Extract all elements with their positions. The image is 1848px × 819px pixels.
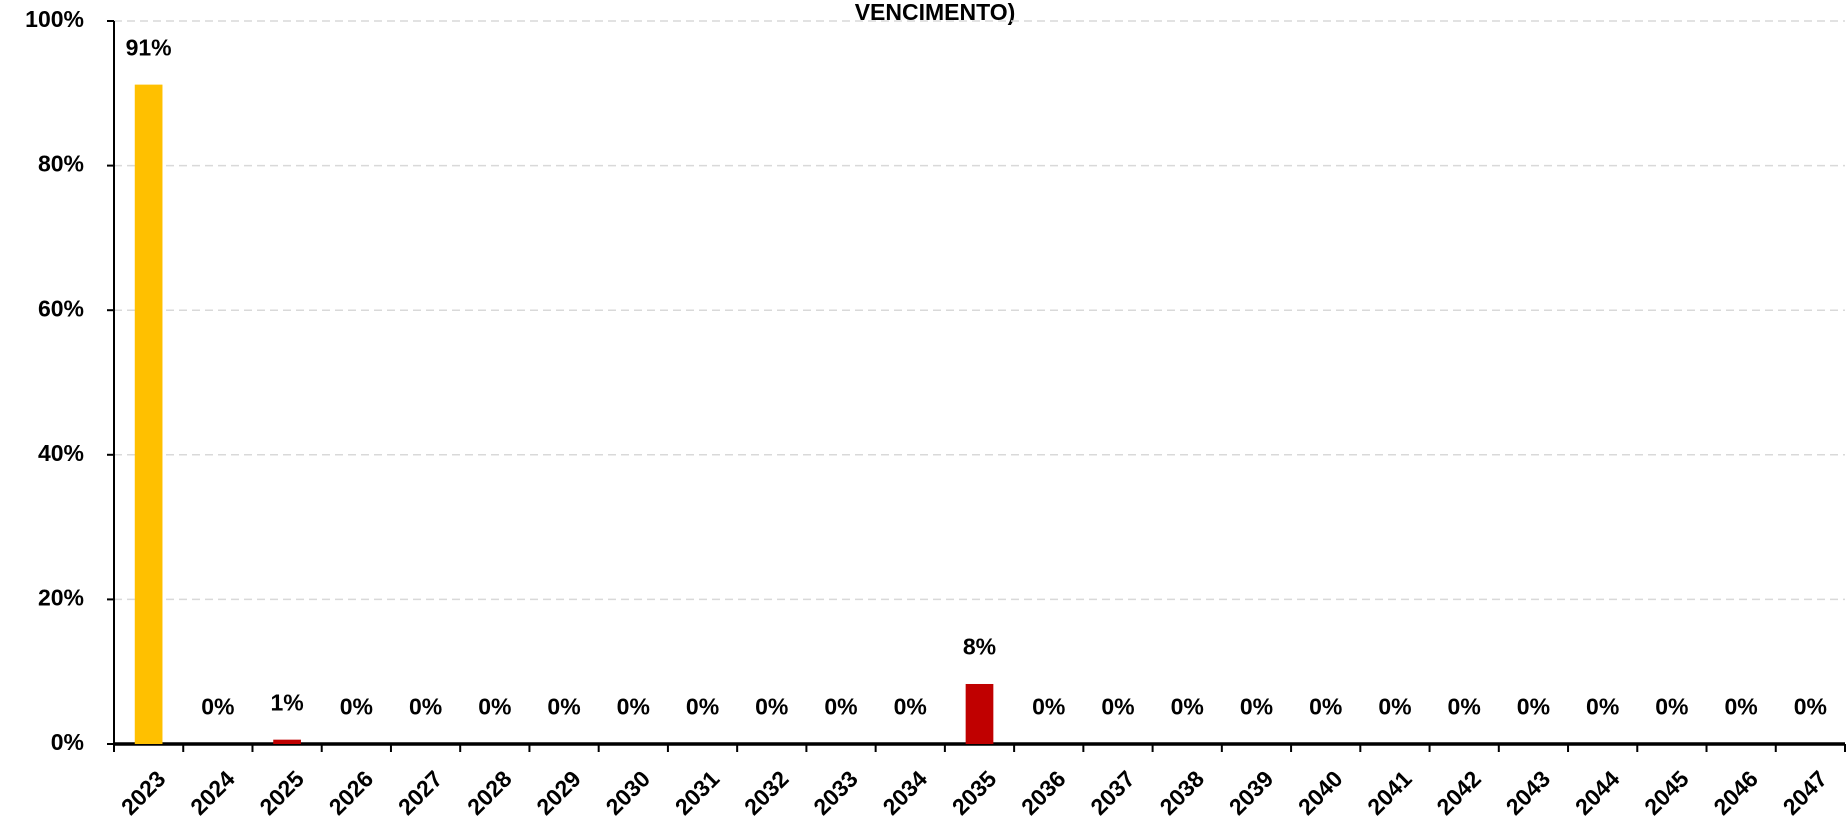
x-tick-label: 2024: [185, 765, 240, 819]
data-label: 0%: [340, 694, 373, 720]
data-label: 0%: [1240, 694, 1273, 720]
y-tick-label: 0%: [51, 729, 84, 755]
x-tick-label: 2033: [808, 765, 863, 819]
data-label: 0%: [1101, 694, 1134, 720]
data-label: 0%: [824, 694, 857, 720]
x-tick-label: 2036: [1016, 765, 1071, 819]
data-label: 1%: [270, 689, 303, 715]
x-tick-label: 2046: [1708, 765, 1763, 819]
x-tick-label: 2032: [739, 765, 794, 819]
x-tick-label: 2042: [1431, 765, 1486, 819]
x-tick-label: 2038: [1154, 765, 1209, 819]
data-label: 0%: [1448, 694, 1481, 720]
x-tick-label: 2045: [1639, 765, 1694, 819]
y-tick-label: 100%: [25, 6, 84, 32]
y-tick-label: 80%: [38, 151, 84, 177]
data-label: 0%: [547, 694, 580, 720]
bar: [134, 84, 163, 744]
x-tick-label: 2034: [878, 765, 933, 819]
data-label: 0%: [1378, 694, 1411, 720]
x-tick-label: 2029: [531, 765, 586, 819]
data-label: 0%: [478, 694, 511, 720]
bar: [965, 683, 994, 744]
data-label: 91%: [126, 34, 172, 60]
data-label: 0%: [894, 694, 927, 720]
data-label: 8%: [963, 634, 996, 660]
x-tick-label: 2041: [1362, 765, 1417, 819]
bar: [273, 739, 301, 744]
x-tick-label: 2047: [1778, 765, 1833, 819]
x-tick-label: 2026: [324, 765, 379, 819]
y-tick-label: 40%: [38, 440, 84, 466]
x-tick-label: 2035: [947, 765, 1002, 819]
data-label: 0%: [409, 694, 442, 720]
x-tick-label: 2028: [462, 765, 517, 819]
data-label: 0%: [755, 694, 788, 720]
data-label: 0%: [1655, 694, 1688, 720]
x-tick-label: 2031: [670, 765, 725, 819]
data-label: 0%: [1309, 694, 1342, 720]
x-tick-label: 2044: [1570, 765, 1625, 819]
x-tick-label: 2023: [116, 765, 171, 819]
data-label: 0%: [1725, 694, 1758, 720]
data-label: 0%: [1032, 694, 1065, 720]
data-label: 0%: [617, 694, 650, 720]
x-tick-label: 2040: [1293, 765, 1348, 819]
data-label: 0%: [1794, 694, 1827, 720]
data-label: 0%: [686, 694, 719, 720]
x-tick-label: 2039: [1224, 765, 1279, 819]
x-tick-label: 2025: [254, 765, 309, 819]
data-label: 0%: [1171, 694, 1204, 720]
data-label: 0%: [1517, 694, 1550, 720]
x-tick-label: 2037: [1085, 765, 1140, 819]
x-tick-label: 2027: [393, 765, 448, 819]
x-tick-label: 2043: [1501, 765, 1556, 819]
x-tick-label: 2030: [601, 765, 656, 819]
y-tick-label: 60%: [38, 295, 84, 321]
y-tick-label: 20%: [38, 584, 84, 610]
data-label: 0%: [201, 694, 234, 720]
data-label: 0%: [1586, 694, 1619, 720]
